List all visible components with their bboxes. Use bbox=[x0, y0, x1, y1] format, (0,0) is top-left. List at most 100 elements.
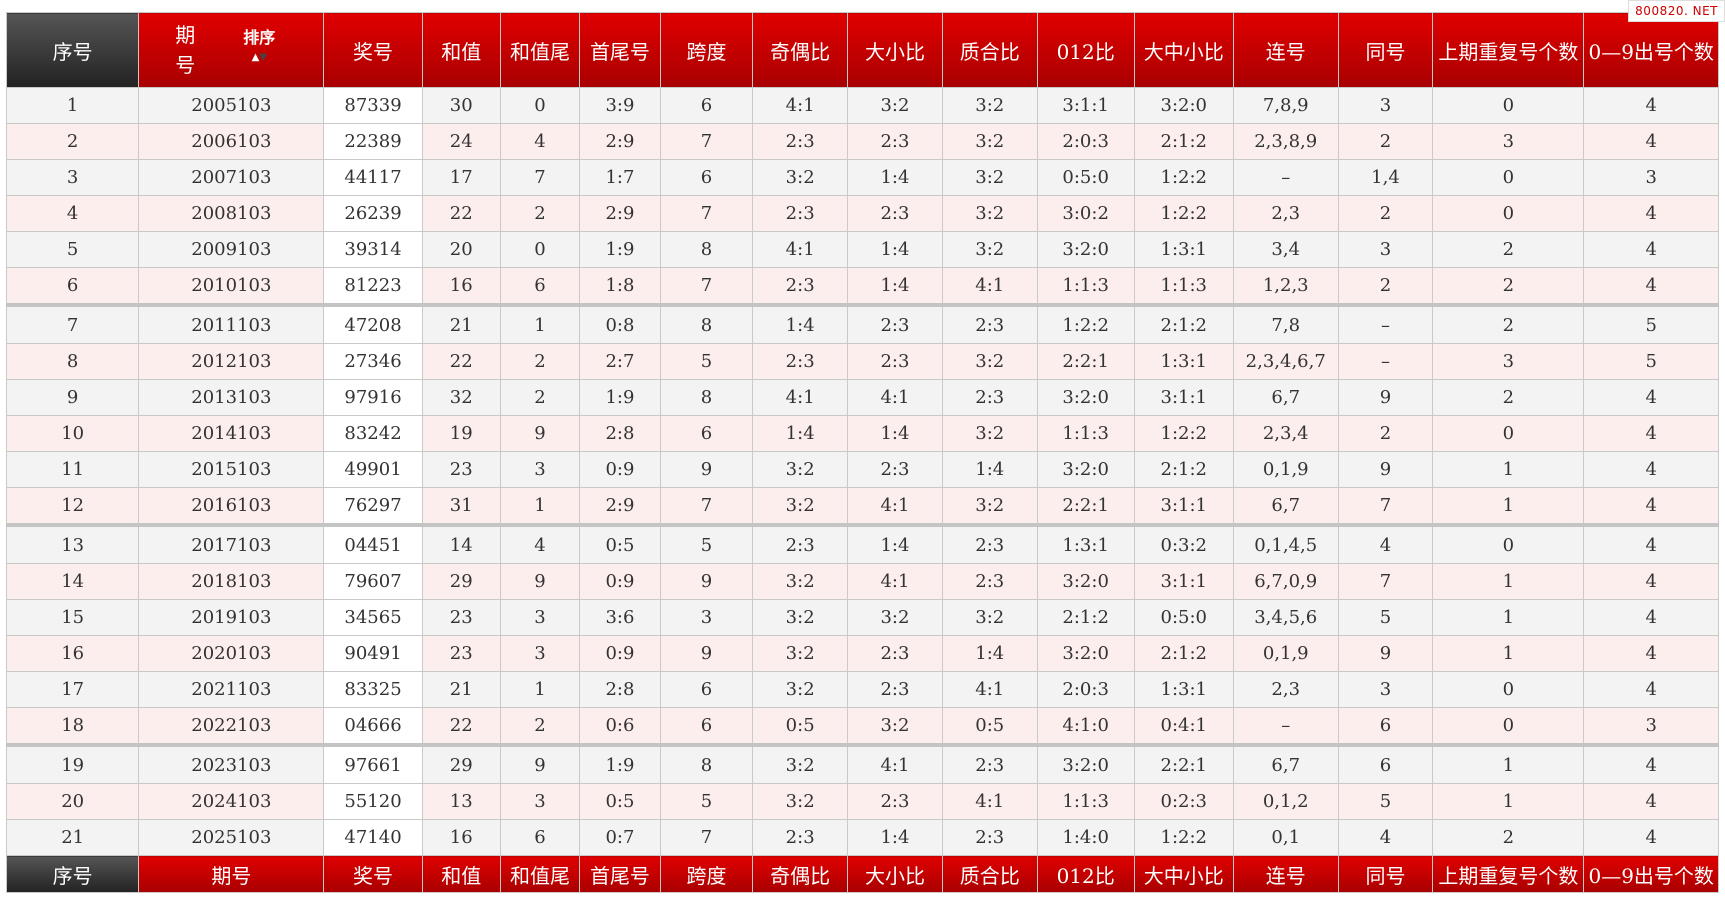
cell-index: 3 bbox=[5, 159, 140, 196]
cell-sum-tail: 3 bbox=[499, 599, 581, 636]
cell-odd-even: 3:2 bbox=[752, 563, 849, 600]
cell-first-last: 0:9 bbox=[579, 563, 661, 600]
table-footer: 序号 期号 奖号 和值 和值尾 首尾号 跨度 奇偶比 大小比 质合比 012比 … bbox=[5, 855, 1719, 893]
cell-period: 2016103 bbox=[138, 487, 325, 526]
cell-sum: 22 bbox=[421, 707, 501, 746]
cell-sum-tail: 2 bbox=[499, 195, 581, 232]
cell-big-mid-small: 1:3:1 bbox=[1133, 671, 1234, 708]
cell-sum-tail: 4 bbox=[499, 123, 581, 160]
cell-span: 9 bbox=[659, 635, 754, 672]
cell-prime-composite: 2:3 bbox=[941, 563, 1038, 600]
cell-repeat-prev: 2 bbox=[1432, 819, 1585, 856]
cell-odd-even: 2:3 bbox=[752, 267, 849, 306]
cell-ratio-012: 3:2:0 bbox=[1036, 743, 1135, 784]
cell-big-small: 4:1 bbox=[847, 563, 943, 600]
table-row: 15 2019103 34565 23 3 3:6 3 3:2 3:2 3:2 2:1:2 0:5:0… bbox=[5, 599, 1719, 636]
cell-span: 7 bbox=[659, 267, 754, 306]
cell-big-mid-small: 2:1:2 bbox=[1133, 303, 1234, 344]
cell-sum-tail: 4 bbox=[499, 523, 581, 564]
cell-first-last: 2:9 bbox=[579, 195, 661, 232]
sort-label: 排序 bbox=[243, 28, 276, 47]
cell-number: 83325 bbox=[323, 671, 423, 708]
cell-same: 9 bbox=[1337, 379, 1434, 416]
table-row: 16 2020103 90491 23 3 0:9 9 3:2 2:3 1:4 3:2:0 2:1:2… bbox=[5, 635, 1719, 672]
footer-prime-composite: 质合比 bbox=[941, 855, 1038, 893]
cell-ratio-012: 3:1:1 bbox=[1036, 87, 1135, 124]
cell-prime-composite: 3:2 bbox=[941, 87, 1038, 124]
cell-first-last: 1:7 bbox=[579, 159, 661, 196]
cell-span: 6 bbox=[659, 159, 754, 196]
lottery-history-table: 序号 期 号 排序 ▲▼ 奖号 和值 和值尾 首尾号 跨度 奇偶比 大小比 bbox=[5, 12, 1719, 893]
cell-prime-composite: 3:2 bbox=[941, 123, 1038, 160]
cell-same: – bbox=[1337, 303, 1434, 344]
cell-ratio-012: 2:0:3 bbox=[1036, 123, 1135, 160]
cell-odd-even: 3:2 bbox=[752, 487, 849, 526]
header-big-mid-small: 大中小比 bbox=[1133, 12, 1234, 88]
cell-number: 83242 bbox=[323, 415, 423, 452]
cell-prime-composite: 2:3 bbox=[941, 819, 1038, 856]
footer-ratio-012: 012比 bbox=[1036, 855, 1135, 893]
cell-same: 4 bbox=[1337, 523, 1434, 564]
cell-number: 90491 bbox=[323, 635, 423, 672]
cell-odd-even: 2:3 bbox=[752, 343, 849, 380]
header-period-line1: 期 bbox=[175, 23, 196, 47]
table-row: 21 2025103 47140 16 6 0:7 7 2:3 1:4 2:3 1:4:0 1:2:2… bbox=[5, 819, 1719, 856]
cell-repeat-prev: 0 bbox=[1432, 523, 1585, 564]
cell-period: 2008103 bbox=[138, 195, 325, 232]
cell-first-last: 2:7 bbox=[579, 343, 661, 380]
cell-first-last: 1:9 bbox=[579, 231, 661, 268]
table-row: 9 2013103 97916 32 2 1:9 8 4:1 4:1 2:3 3:2:0 3:1:1 6… bbox=[5, 379, 1719, 416]
cell-big-small: 1:4 bbox=[847, 231, 943, 268]
table-row: 8 2012103 27346 22 2 2:7 5 2:3 2:3 3:2 2:2:1 1:3:1 2… bbox=[5, 343, 1719, 380]
cell-sum: 22 bbox=[421, 195, 501, 232]
footer-consecutive: 连号 bbox=[1232, 855, 1339, 893]
cell-big-small: 1:4 bbox=[847, 819, 943, 856]
sort-asc-icon[interactable]: ▲ bbox=[251, 52, 260, 63]
table-row: 4 2008103 26239 22 2 2:9 7 2:3 2:3 3:2 3:0:2 1:2:2 2… bbox=[5, 195, 1719, 232]
cell-big-mid-small: 0:2:3 bbox=[1133, 783, 1234, 820]
cell-consecutive: 0,1,9 bbox=[1232, 451, 1339, 488]
cell-ratio-012: 1:4:0 bbox=[1036, 819, 1135, 856]
cell-odd-even: 2:3 bbox=[752, 523, 849, 564]
cell-ratio-012: 1:2:2 bbox=[1036, 303, 1135, 344]
cell-index: 4 bbox=[5, 195, 140, 232]
footer-digits-0-9: 0—9出号个数 bbox=[1583, 855, 1719, 893]
cell-consecutive: 0,1,4,5 bbox=[1232, 523, 1339, 564]
cell-odd-even: 3:2 bbox=[752, 743, 849, 784]
cell-big-mid-small: 1:2:2 bbox=[1133, 819, 1234, 856]
cell-big-small: 1:4 bbox=[847, 159, 943, 196]
cell-sum: 16 bbox=[421, 819, 501, 856]
footer-index: 序号 bbox=[5, 855, 140, 893]
cell-first-last: 0:6 bbox=[579, 707, 661, 746]
cell-ratio-012: 2:0:3 bbox=[1036, 671, 1135, 708]
header-number: 奖号 bbox=[323, 12, 423, 88]
cell-first-last: 1:9 bbox=[579, 743, 661, 784]
cell-same: 6 bbox=[1337, 707, 1434, 746]
cell-period: 2013103 bbox=[138, 379, 325, 416]
cell-index: 18 bbox=[5, 707, 140, 746]
cell-ratio-012: 1:1:3 bbox=[1036, 415, 1135, 452]
cell-ratio-012: 4:1:0 bbox=[1036, 707, 1135, 746]
cell-odd-even: 1:4 bbox=[752, 303, 849, 344]
cell-big-mid-small: 1:2:2 bbox=[1133, 195, 1234, 232]
site-watermark: 800820. NET bbox=[1628, 0, 1725, 22]
cell-repeat-prev: 0 bbox=[1432, 159, 1585, 196]
cell-consecutive: 2,3,4 bbox=[1232, 415, 1339, 452]
cell-sum-tail: 6 bbox=[499, 819, 581, 856]
sort-button[interactable]: 排序 ▲▼ bbox=[243, 29, 275, 67]
cell-odd-even: 3:2 bbox=[752, 451, 849, 488]
cell-digits-0-9: 4 bbox=[1583, 635, 1719, 672]
cell-prime-composite: 3:2 bbox=[941, 487, 1038, 526]
cell-span: 3 bbox=[659, 599, 754, 636]
sort-desc-icon[interactable]: ▼ bbox=[259, 52, 267, 63]
cell-big-small: 3:2 bbox=[847, 707, 943, 746]
cell-digits-0-9: 4 bbox=[1583, 671, 1719, 708]
cell-repeat-prev: 1 bbox=[1432, 743, 1585, 784]
cell-sum-tail: 2 bbox=[499, 343, 581, 380]
cell-same: 6 bbox=[1337, 743, 1434, 784]
cell-same: 2 bbox=[1337, 123, 1434, 160]
cell-big-mid-small: 2:1:2 bbox=[1133, 451, 1234, 488]
cell-first-last: 1:9 bbox=[579, 379, 661, 416]
cell-odd-even: 3:2 bbox=[752, 599, 849, 636]
cell-span: 9 bbox=[659, 451, 754, 488]
